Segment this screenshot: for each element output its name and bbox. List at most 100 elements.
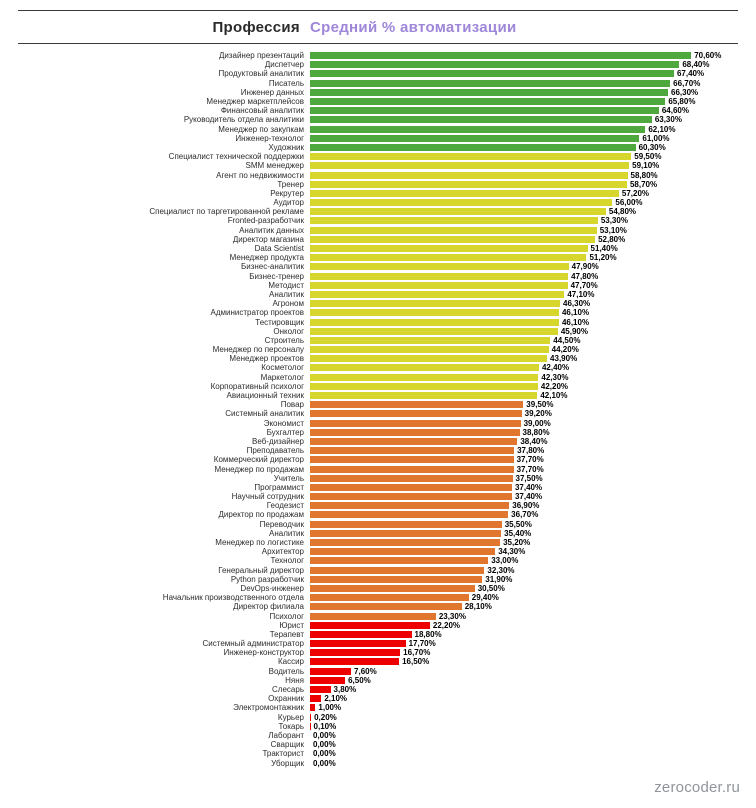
- chart-row: Аналитик данных 53,10%: [18, 226, 738, 235]
- chart-row: Директор магазина 52,80%: [18, 235, 738, 244]
- chart-row: Писатель 66,70%: [18, 79, 738, 88]
- chart-row: Технолог 33,00%: [18, 556, 738, 565]
- value-label: 6,50%: [348, 675, 371, 685]
- value-label: 53,10%: [599, 225, 627, 235]
- chart-row: Аудитор 56,00%: [18, 198, 738, 207]
- bar-rows: Дизайнер презентаций 70,60% Диспетчер 68,40…: [18, 51, 738, 768]
- profession-label: Генеральный директор: [218, 565, 304, 575]
- chart-row: Экономист 39,00%: [18, 419, 738, 428]
- profession-label: Менеджер по продажам: [214, 464, 304, 474]
- chart-row: Тракторист 0,00%: [18, 749, 738, 758]
- chart-row: Веб-дизайнер 38,40%: [18, 437, 738, 446]
- profession-label: Слесарь: [272, 685, 304, 695]
- profession-label: Начальник производственного отдела: [162, 593, 304, 603]
- chart-row: Кассир 16,50%: [18, 657, 738, 666]
- profession-label: DevOps-инженер: [240, 583, 304, 593]
- bar: [310, 116, 652, 124]
- bar: [310, 722, 311, 730]
- profession-label: Менеджер по закупкам: [218, 124, 304, 134]
- chart-row: Python разработчик 31,90%: [18, 575, 738, 584]
- value-label: 33,00%: [491, 556, 519, 566]
- profession-label: Архитектор: [261, 547, 304, 557]
- value-label: 28,10%: [464, 602, 492, 612]
- value-label: 0,20%: [314, 712, 337, 722]
- bar: [310, 566, 485, 574]
- chart-row: Менеджер по логистике 35,20%: [18, 538, 738, 547]
- profession-label: Data Scientist: [254, 244, 304, 254]
- value-label: 62,10%: [648, 124, 676, 134]
- profession-label: Аналитик: [269, 289, 304, 299]
- profession-label: Менеджер продукта: [229, 253, 304, 263]
- chart-row: Директор по продажам 36,70%: [18, 510, 738, 519]
- chart-row: Терапевт 18,80%: [18, 630, 738, 639]
- value-label: 44,50%: [553, 335, 581, 345]
- profession-label: Директор магазина: [232, 234, 304, 244]
- bar: [310, 162, 630, 170]
- header-divider: [18, 43, 738, 44]
- chart-row: Слесарь 3,80%: [18, 685, 738, 694]
- profession-label: Коммерческий директор: [213, 455, 304, 465]
- value-label: 0,00%: [313, 730, 336, 740]
- bar: [310, 199, 613, 207]
- profession-label: Тренер: [277, 179, 304, 189]
- value-label: 3,80%: [333, 685, 357, 695]
- value-label: 16,70%: [403, 648, 431, 658]
- profession-label: Специалист технической поддержки: [168, 152, 304, 162]
- bar: [310, 447, 515, 455]
- value-label: 37,70%: [516, 464, 544, 474]
- profession-label: Методист: [268, 280, 304, 290]
- chart-row: Тренер 58,70%: [18, 180, 738, 189]
- bar: [310, 584, 475, 592]
- chart-row: DevOps-инженер 30,50%: [18, 584, 738, 593]
- value-label: 35,50%: [504, 519, 532, 529]
- profession-label: Строитель: [264, 335, 304, 345]
- chart-row: Администратор проектов 46,10%: [18, 308, 738, 317]
- chart-row: Строитель 44,50%: [18, 336, 738, 345]
- chart-row: Диспетчер 68,40%: [18, 60, 738, 69]
- profession-label: Курьер: [277, 712, 304, 722]
- bar: [310, 364, 539, 372]
- profession-label: Диспетчер: [264, 60, 304, 70]
- chart-row: Уборщик 0,00%: [18, 758, 738, 768]
- profession-label: Инженер-технолог: [235, 133, 304, 143]
- chart-row: Курьер 0,20%: [18, 713, 738, 722]
- value-label: 18,80%: [414, 629, 442, 639]
- value-label: 58,70%: [629, 179, 658, 189]
- bar: [310, 465, 514, 473]
- chart-row: Корпоративный психолог 42,20%: [18, 382, 738, 391]
- chart-row: Руководитель отдела аналитики 63,30%: [18, 115, 738, 124]
- chart-row: Переводчик 35,50%: [18, 520, 738, 529]
- profession-label: Переводчик: [259, 519, 304, 529]
- bar: [310, 640, 406, 648]
- profession-label: Администратор проектов: [210, 308, 304, 318]
- value-label: 56,00%: [615, 198, 643, 208]
- value-label: 1,00%: [318, 703, 342, 713]
- value-label: 43,90%: [550, 354, 578, 364]
- profession-label: Психолог: [269, 611, 304, 621]
- profession-label: SMM менеджер: [245, 161, 304, 171]
- chart-row: Инженер-технолог 61,00%: [18, 134, 738, 143]
- value-label: 58,80%: [630, 170, 658, 180]
- profession-label: Менеджер маркетплейсов: [206, 97, 304, 107]
- value-label: 39,00%: [523, 418, 551, 428]
- bar: [310, 373, 539, 381]
- chart-row: Электромонтажник 1,00%: [18, 703, 738, 712]
- chart-row: Методист 47,70%: [18, 281, 738, 290]
- value-label: 39,20%: [524, 409, 552, 419]
- profession-label: Системный администратор: [202, 639, 304, 649]
- chart-row: Коммерческий директор 37,70%: [18, 455, 738, 464]
- bar: [310, 548, 496, 556]
- value-label: 39,50%: [526, 400, 554, 410]
- value-label: 37,70%: [516, 455, 544, 465]
- bar: [310, 107, 659, 115]
- value-label: 51,20%: [589, 253, 617, 263]
- bar: [310, 704, 316, 712]
- profession-label: Инженер-конструктор: [223, 648, 305, 658]
- bar: [310, 511, 509, 519]
- value-label: 35,40%: [504, 528, 532, 538]
- profession-label: Няня: [285, 675, 304, 685]
- chart-row: Продуктовый аналитик 67,40%: [18, 69, 738, 78]
- bar: [310, 630, 412, 638]
- chart-row: Авиационный техник 42,10%: [18, 391, 738, 400]
- chart-row: Рекрутер 57,20%: [18, 189, 738, 198]
